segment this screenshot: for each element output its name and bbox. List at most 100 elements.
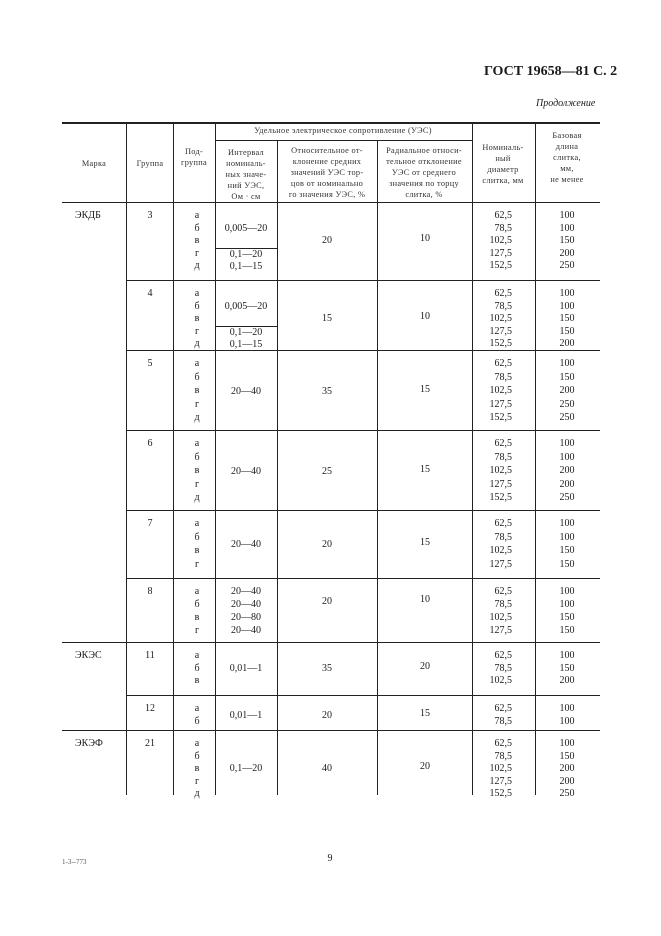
length-cell: 200 xyxy=(559,385,575,396)
subgroup-cell: а xyxy=(194,210,200,221)
diameter-cell: 102,5 xyxy=(489,235,513,246)
diameter-cell: 152,5 xyxy=(489,260,513,271)
subgroup-cell: б xyxy=(194,222,200,234)
interval-subdivider xyxy=(215,248,277,249)
relative-deviation-cell: 20 xyxy=(322,539,332,550)
subgroup-cell: а xyxy=(194,288,200,299)
interval-subdivider xyxy=(215,326,277,327)
diameter-cell: 102,5 xyxy=(489,612,513,623)
marka-cell: ЭКЭС xyxy=(75,650,102,661)
interval-cell: 20—40 xyxy=(231,539,261,550)
diameter-cell: 127,5 xyxy=(489,775,513,787)
page-number: 9 xyxy=(327,853,333,864)
subgroup-cell: д xyxy=(194,338,200,349)
row-divider xyxy=(126,695,600,696)
diameter-cell: 127,5 xyxy=(489,558,513,570)
radial-deviation-cell: 15 xyxy=(420,463,430,475)
continuation-label: Продолжение xyxy=(536,98,596,109)
relative-deviation-cell: 15 xyxy=(322,313,332,325)
length-cell: 150 xyxy=(559,558,575,570)
row-divider xyxy=(126,578,600,579)
diameter-cell: 62,5 xyxy=(494,738,513,749)
column-header-marka: Марка xyxy=(81,159,107,168)
subgroup-cell: г xyxy=(194,558,200,570)
subgroup-cell: а xyxy=(194,650,200,661)
diameter-cell: 78,5 xyxy=(494,531,513,543)
length-cell: 150 xyxy=(559,313,575,324)
interval-cell: 20—40 xyxy=(231,465,261,477)
length-cell: 250 xyxy=(559,788,575,799)
subgroup-cell: в xyxy=(194,763,200,774)
relative-deviation-cell: 25 xyxy=(322,465,332,477)
interval-cell: 0,1—15 xyxy=(229,339,263,350)
column-header-radial: Радиальное относи- тельное отклонение УЭ… xyxy=(386,146,462,199)
row-divider xyxy=(126,280,600,281)
diameter-cell: 152,5 xyxy=(489,788,513,799)
length-cell: 100 xyxy=(559,531,575,543)
interval-cell: 0,01—1 xyxy=(229,709,263,721)
length-cell: 100 xyxy=(559,518,575,529)
diameter-cell: 102,5 xyxy=(489,675,513,686)
column-header-ues-group: Удельное электрическое сопротивление (УЭ… xyxy=(254,126,432,135)
length-cell: 100 xyxy=(559,358,575,369)
interval-cell: 0,1—20 xyxy=(229,248,263,260)
diameter-cell: 78,5 xyxy=(494,222,513,234)
diameter-cell: 78,5 xyxy=(494,715,513,727)
group-cell: 12 xyxy=(145,703,155,714)
length-cell: 250 xyxy=(559,398,575,410)
length-cell: 150 xyxy=(559,612,575,623)
diameter-cell: 78,5 xyxy=(494,599,513,610)
length-cell: 200 xyxy=(559,763,575,774)
subgroup-cell: г xyxy=(194,325,200,337)
diameter-cell: 78,5 xyxy=(494,300,513,312)
length-cell: 150 xyxy=(559,235,575,246)
interval-cell: 0,01—1 xyxy=(229,662,263,674)
row-divider xyxy=(126,510,600,511)
subgroup-cell: г xyxy=(194,775,200,787)
column-header-diameter: Номиналь- ный диаметр слитка, мм xyxy=(482,143,524,185)
diameter-cell: 62,5 xyxy=(494,288,513,299)
radial-deviation-cell: 10 xyxy=(420,311,430,323)
interval-cell: 0,005—20 xyxy=(224,222,268,234)
subgroup-cell: б xyxy=(194,599,200,610)
length-cell: 250 xyxy=(559,492,575,503)
relative-deviation-cell: 35 xyxy=(322,385,332,397)
diameter-cell: 62,5 xyxy=(494,358,513,369)
subgroup-cell: б xyxy=(194,371,200,383)
interval-cell: 0,1—20 xyxy=(229,763,263,775)
group-cell: 4 xyxy=(147,288,153,299)
length-cell: 200 xyxy=(559,247,575,259)
length-cell: 200 xyxy=(559,775,575,787)
row-divider xyxy=(126,350,600,351)
diameter-cell: 62,5 xyxy=(494,586,513,597)
subgroup-cell: г xyxy=(194,625,200,636)
length-cell: 100 xyxy=(559,715,575,727)
length-cell: 200 xyxy=(559,478,575,490)
group-cell: 21 xyxy=(145,738,155,749)
length-cell: 200 xyxy=(559,338,575,349)
length-cell: 200 xyxy=(559,675,575,686)
radial-deviation-cell: 20 xyxy=(420,761,430,773)
length-cell: 100 xyxy=(559,288,575,299)
subgroup-cell: а xyxy=(194,438,200,449)
row-divider xyxy=(62,642,600,643)
subgroup-cell: б xyxy=(194,300,200,312)
subgroup-cell: б xyxy=(194,531,200,543)
subgroup-cell: б xyxy=(194,715,200,727)
subgroup-cell: а xyxy=(194,738,200,749)
diameter-cell: 62,5 xyxy=(494,438,513,449)
subgroup-cell: а xyxy=(194,703,200,714)
diameter-cell: 62,5 xyxy=(494,703,513,714)
length-cell: 150 xyxy=(559,325,575,337)
diameter-cell: 152,5 xyxy=(489,412,513,423)
length-cell: 100 xyxy=(559,650,575,661)
subgroup-cell: в xyxy=(194,313,200,324)
radial-deviation-cell: 20 xyxy=(420,660,430,672)
group-cell: 7 xyxy=(147,518,153,529)
diameter-cell: 102,5 xyxy=(489,545,513,556)
column-divider xyxy=(535,122,536,795)
column-header-group: Группа xyxy=(136,159,164,168)
subgroup-cell: в xyxy=(194,235,200,246)
diameter-cell: 152,5 xyxy=(489,492,513,503)
subgroup-cell: в xyxy=(194,675,200,686)
